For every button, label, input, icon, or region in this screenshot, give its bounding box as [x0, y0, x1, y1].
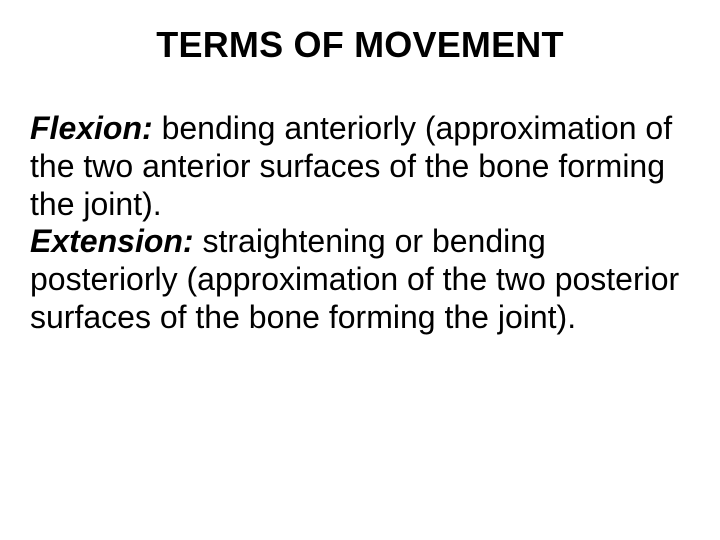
slide-body: Flexion: bending anteriorly (approximati… — [30, 110, 690, 337]
term-extension-label: Extension: — [30, 223, 194, 259]
slide-title: TERMS OF MOVEMENT — [90, 24, 630, 66]
slide: TERMS OF MOVEMENT Flexion: bending anter… — [0, 0, 720, 540]
term-flexion-label: Flexion: — [30, 110, 153, 146]
